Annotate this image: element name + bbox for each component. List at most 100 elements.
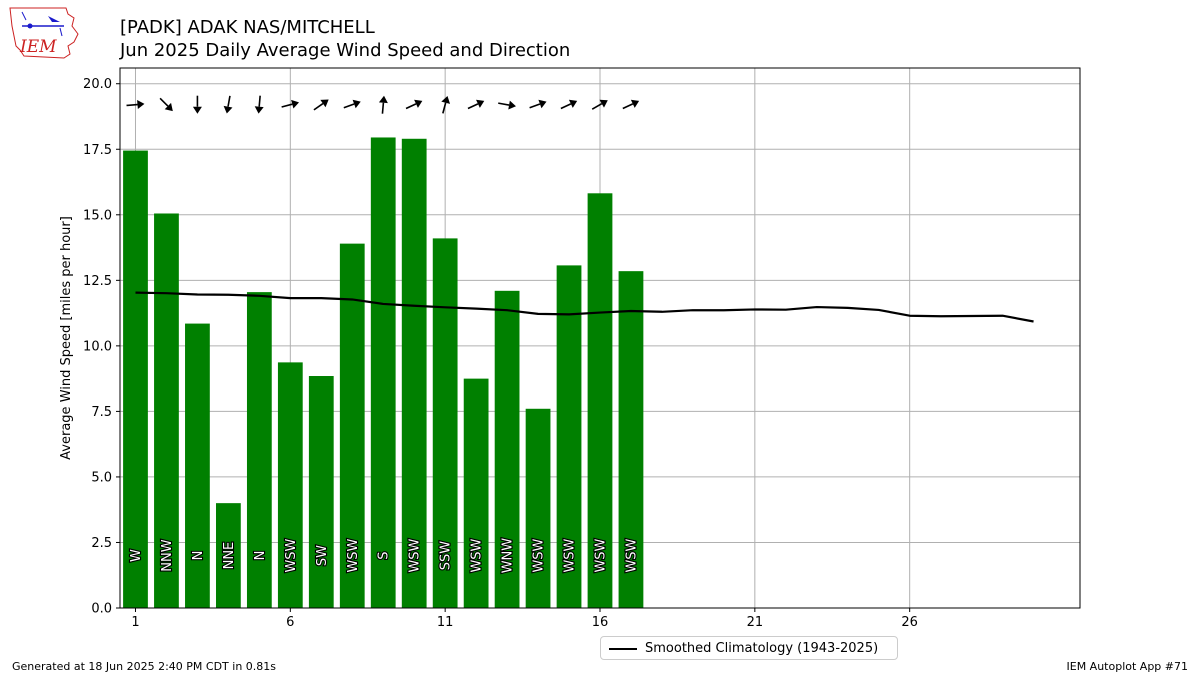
arrow-head bbox=[192, 106, 202, 114]
bar-day-15 bbox=[556, 265, 582, 608]
climatology-line-layer bbox=[135, 291, 1034, 323]
arrow-shaft bbox=[381, 102, 385, 114]
arrow-head bbox=[223, 105, 233, 114]
bar-day-10 bbox=[401, 138, 427, 608]
chart-subtitle: Jun 2025 Daily Average Wind Speed and Di… bbox=[120, 40, 571, 61]
y-tick-label: 0.0 bbox=[91, 602, 112, 617]
y-tick-label: 17.5 bbox=[83, 143, 112, 158]
wind-arrow-day-16 bbox=[591, 99, 608, 110]
arrow-head bbox=[414, 99, 423, 108]
chart-title: [PADK] ADAK NAS/MITCHELL bbox=[120, 17, 375, 38]
axis-ticks: 0.02.55.07.510.012.515.017.520.01 6 11 16 21… bbox=[83, 77, 918, 630]
bar-day-7 bbox=[308, 376, 334, 608]
direction-label-day-8: WSW bbox=[346, 538, 361, 572]
wind-arrow-day-5 bbox=[254, 95, 264, 114]
wind-arrow-day-7 bbox=[313, 99, 329, 111]
wind-arrow-day-11 bbox=[441, 96, 451, 114]
arrow-head bbox=[164, 102, 173, 112]
arrow-head bbox=[137, 100, 145, 110]
wind-arrow-day-15 bbox=[560, 99, 578, 110]
arrow-shaft bbox=[126, 103, 138, 107]
arrow-shaft bbox=[622, 103, 634, 110]
wind-arrow-day-14 bbox=[529, 99, 547, 109]
wind-arrow-day-17 bbox=[622, 99, 640, 110]
bar-day-16 bbox=[587, 193, 613, 608]
bars bbox=[123, 137, 644, 609]
direction-label-day-16: WSW bbox=[594, 538, 609, 572]
x-tick-label: 6 bbox=[286, 615, 294, 630]
arrow-head bbox=[538, 99, 547, 109]
y-tick-label: 5.0 bbox=[91, 470, 112, 485]
direction-label-day-13: WNW bbox=[501, 538, 516, 574]
x-tick-label: 1 bbox=[131, 615, 139, 630]
direction-label-day-7: SW bbox=[315, 545, 330, 566]
bar-day-11 bbox=[432, 238, 458, 608]
arrow-shaft bbox=[343, 103, 355, 109]
climatology-line bbox=[135, 291, 1034, 323]
wind-arrow-day-4 bbox=[223, 95, 233, 114]
legend-label: Smoothed Climatology (1943-2025) bbox=[645, 641, 879, 656]
bar-day-9 bbox=[370, 137, 396, 609]
arrow-shaft bbox=[498, 102, 510, 106]
bar-day-1 bbox=[123, 150, 148, 608]
direction-label-day-5: N bbox=[253, 551, 268, 561]
x-tick-label: 16 bbox=[592, 615, 609, 630]
arrow-shaft bbox=[281, 103, 293, 108]
y-tick-label: 20.0 bbox=[83, 77, 112, 92]
direction-label-day-4: NNE bbox=[222, 542, 237, 570]
y-tick-label: 7.5 bbox=[91, 405, 112, 420]
bar-day-6 bbox=[277, 362, 303, 608]
bar-day-8 bbox=[339, 243, 365, 608]
direction-labels: W NNW N NNE N WSW SW WSW S WSW SSW WSW WNW WSW WSW WSW W… bbox=[128, 537, 641, 575]
direction-label-day-6: WSW bbox=[284, 538, 299, 572]
bar-day-17 bbox=[618, 271, 644, 608]
arrow-head bbox=[630, 99, 640, 108]
bar-day-3 bbox=[185, 323, 210, 608]
arrow-head bbox=[441, 96, 451, 104]
x-tick-label: 21 bbox=[747, 615, 764, 630]
arrow-shaft bbox=[405, 103, 417, 110]
arrow-head bbox=[254, 106, 264, 114]
arrow-head bbox=[476, 99, 485, 108]
wind-arrow-day-9 bbox=[378, 95, 388, 114]
arrow-head bbox=[568, 99, 578, 108]
arrow-shaft bbox=[591, 103, 603, 110]
arrow-head bbox=[508, 100, 516, 110]
y-tick-label: 15.0 bbox=[83, 208, 112, 223]
arrow-shaft bbox=[529, 103, 541, 109]
arrow-shaft bbox=[442, 102, 447, 114]
wind-arrow-day-1 bbox=[126, 100, 145, 110]
arrow-shaft bbox=[313, 102, 324, 111]
wind-arrow-day-13 bbox=[498, 100, 516, 110]
direction-label-day-10: WSW bbox=[408, 538, 423, 572]
arrow-head bbox=[352, 99, 361, 109]
bar-day-12 bbox=[463, 378, 489, 608]
direction-label-day-14: WSW bbox=[532, 538, 547, 572]
y-axis-label: Average Wind Speed [miles per hour] bbox=[59, 216, 74, 460]
y-tick-label: 10.0 bbox=[83, 339, 112, 354]
x-tick-label: 26 bbox=[901, 615, 918, 630]
iem-logo: IEM bbox=[9, 7, 79, 59]
arrow-head bbox=[291, 99, 300, 109]
wind-arrow-day-2 bbox=[159, 97, 173, 112]
legend: Smoothed Climatology (1943-2025) bbox=[600, 636, 898, 660]
arrow-shaft bbox=[227, 95, 231, 107]
direction-label-day-3: N bbox=[191, 551, 206, 561]
generated-timestamp: Generated at 18 Jun 2025 2:40 PM CDT in … bbox=[12, 660, 277, 673]
arrow-shaft bbox=[560, 103, 572, 110]
arrow-head bbox=[320, 99, 329, 108]
wind-arrows bbox=[126, 95, 640, 114]
arrow-head bbox=[378, 95, 388, 104]
bar-day-5 bbox=[246, 292, 272, 608]
direction-label-day-2: NNW bbox=[160, 539, 175, 571]
bar-day-4 bbox=[216, 503, 241, 608]
wind-arrow-day-3 bbox=[192, 95, 202, 114]
wind-arrow-day-8 bbox=[343, 99, 361, 109]
bar-day-14 bbox=[525, 408, 551, 608]
arrow-shaft bbox=[467, 103, 479, 110]
wind-arrow-day-6 bbox=[281, 99, 300, 109]
direction-label-day-9: S bbox=[377, 551, 392, 559]
direction-label-day-11: SSW bbox=[439, 541, 454, 571]
direction-label-day-15: WSW bbox=[563, 538, 578, 572]
